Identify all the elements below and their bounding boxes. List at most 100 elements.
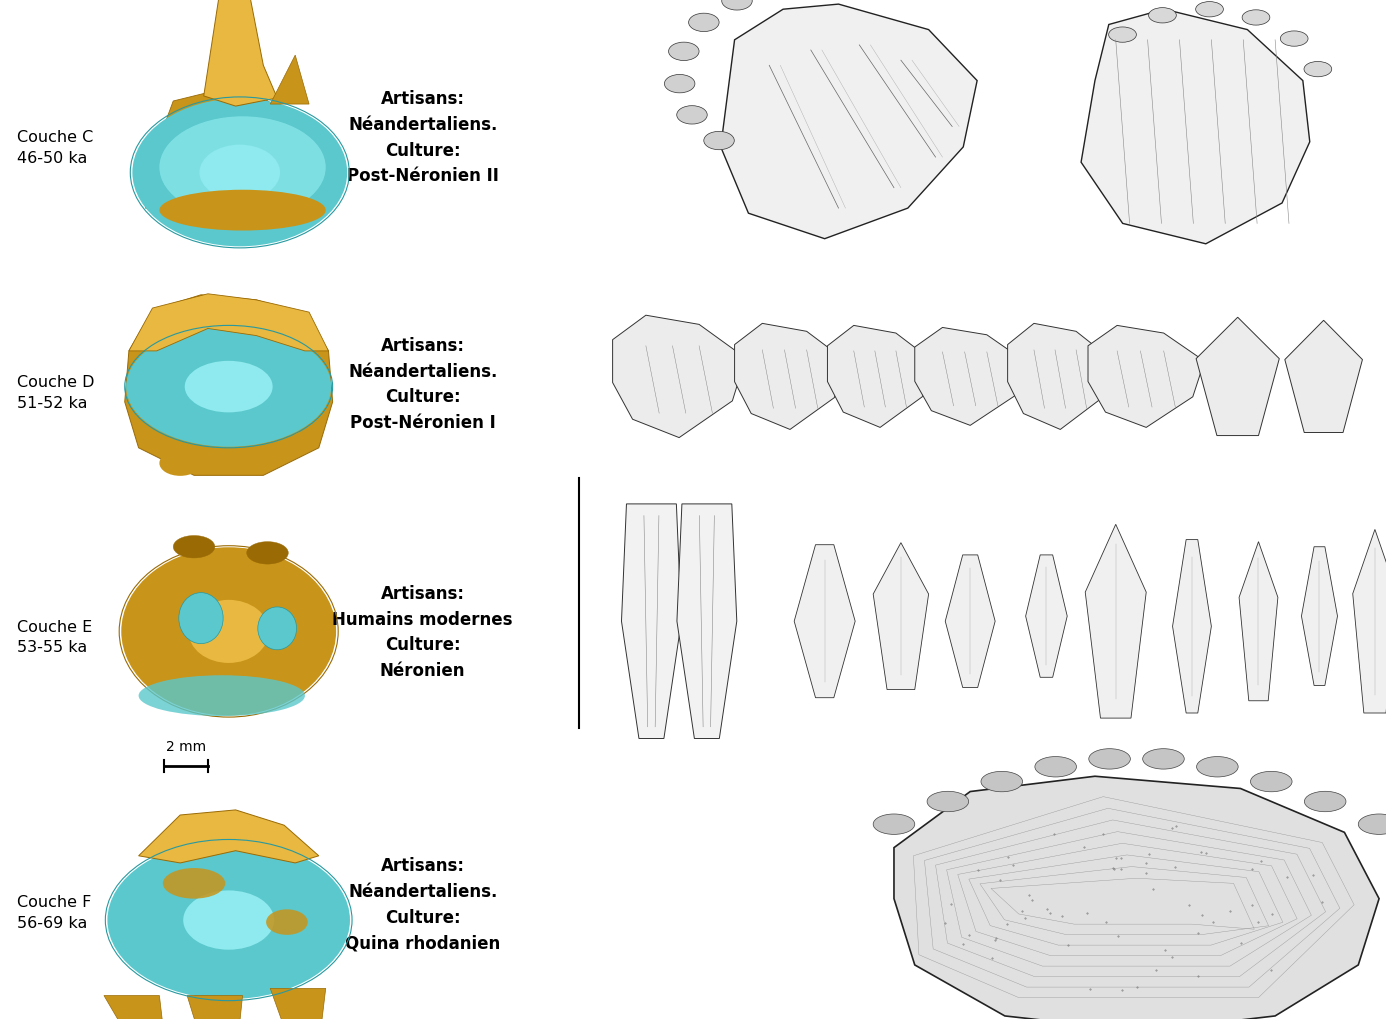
Ellipse shape xyxy=(168,880,290,960)
Ellipse shape xyxy=(1281,32,1308,47)
Ellipse shape xyxy=(1035,757,1077,777)
Polygon shape xyxy=(204,0,277,107)
Ellipse shape xyxy=(202,610,255,653)
Ellipse shape xyxy=(722,0,753,11)
Ellipse shape xyxy=(137,861,320,979)
Ellipse shape xyxy=(108,842,349,999)
Ellipse shape xyxy=(200,146,280,201)
Text: Couche E
53-55 ka: Couche E 53-55 ka xyxy=(17,619,91,655)
Polygon shape xyxy=(104,996,166,1019)
Polygon shape xyxy=(139,810,319,863)
Polygon shape xyxy=(794,545,855,698)
Ellipse shape xyxy=(689,14,719,33)
Text: Artisans:
Néandertaliens.
Culture:
Post-Néronien I: Artisans: Néandertaliens. Culture: Post-… xyxy=(348,336,498,432)
Ellipse shape xyxy=(198,901,259,940)
Polygon shape xyxy=(1353,530,1386,713)
Ellipse shape xyxy=(162,579,295,685)
Ellipse shape xyxy=(1142,749,1184,769)
Ellipse shape xyxy=(134,558,323,705)
Ellipse shape xyxy=(159,451,201,477)
Ellipse shape xyxy=(258,607,297,650)
Polygon shape xyxy=(1026,555,1067,678)
Polygon shape xyxy=(1173,540,1211,713)
Ellipse shape xyxy=(122,851,335,989)
Ellipse shape xyxy=(247,542,288,565)
Ellipse shape xyxy=(240,447,274,470)
Polygon shape xyxy=(945,555,995,688)
Ellipse shape xyxy=(146,109,334,237)
Ellipse shape xyxy=(1196,757,1238,777)
Polygon shape xyxy=(270,988,326,1019)
Ellipse shape xyxy=(1304,792,1346,812)
Polygon shape xyxy=(270,56,309,105)
Ellipse shape xyxy=(152,871,305,969)
Ellipse shape xyxy=(170,353,287,422)
Ellipse shape xyxy=(981,771,1023,792)
Ellipse shape xyxy=(121,548,337,715)
Text: Artisans:
Néandertaliens.
Culture:
Quina rhodanien: Artisans: Néandertaliens. Culture: Quina… xyxy=(345,856,500,952)
Polygon shape xyxy=(894,776,1379,1019)
Ellipse shape xyxy=(668,43,699,61)
Polygon shape xyxy=(1008,324,1113,430)
Polygon shape xyxy=(873,543,929,690)
Ellipse shape xyxy=(200,370,258,405)
Ellipse shape xyxy=(213,155,266,192)
Ellipse shape xyxy=(927,792,969,812)
Ellipse shape xyxy=(226,164,254,182)
Ellipse shape xyxy=(175,590,283,674)
Text: 2 mm: 2 mm xyxy=(166,739,205,753)
Polygon shape xyxy=(129,294,328,352)
Ellipse shape xyxy=(1358,814,1386,835)
Ellipse shape xyxy=(159,191,326,231)
Ellipse shape xyxy=(159,117,326,219)
Polygon shape xyxy=(676,504,737,739)
Ellipse shape xyxy=(676,107,707,125)
Polygon shape xyxy=(1088,326,1204,428)
Ellipse shape xyxy=(1242,11,1270,26)
Polygon shape xyxy=(1239,542,1278,701)
Ellipse shape xyxy=(159,118,320,228)
Ellipse shape xyxy=(873,814,915,835)
Text: Couche C
46-50 ka: Couche C 46-50 ka xyxy=(17,129,93,166)
Ellipse shape xyxy=(1250,771,1292,792)
Ellipse shape xyxy=(213,910,244,930)
Ellipse shape xyxy=(139,676,305,716)
Polygon shape xyxy=(827,326,933,428)
Ellipse shape xyxy=(126,327,331,447)
Polygon shape xyxy=(721,5,977,239)
Polygon shape xyxy=(187,996,243,1019)
Text: Couche D
51-52 ka: Couche D 51-52 ka xyxy=(17,374,94,411)
Polygon shape xyxy=(125,296,333,476)
Ellipse shape xyxy=(704,132,735,151)
Text: Artisans:
Néandertaliens.
Culture:
Post-Néronien II: Artisans: Néandertaliens. Culture: Post-… xyxy=(346,90,499,185)
Ellipse shape xyxy=(148,569,309,695)
Ellipse shape xyxy=(188,600,269,663)
Ellipse shape xyxy=(1109,28,1137,43)
Text: Couche F
56-69 ka: Couche F 56-69 ka xyxy=(17,894,91,930)
Ellipse shape xyxy=(215,622,243,642)
Polygon shape xyxy=(1301,547,1337,686)
Ellipse shape xyxy=(183,891,274,950)
Polygon shape xyxy=(735,324,845,430)
Ellipse shape xyxy=(186,137,294,210)
Polygon shape xyxy=(1196,318,1279,436)
Ellipse shape xyxy=(664,75,694,94)
Polygon shape xyxy=(1085,525,1146,718)
Ellipse shape xyxy=(1196,3,1224,18)
Ellipse shape xyxy=(155,344,302,430)
Ellipse shape xyxy=(141,335,316,439)
Polygon shape xyxy=(915,328,1026,426)
Ellipse shape xyxy=(173,536,215,558)
Ellipse shape xyxy=(164,868,225,899)
Ellipse shape xyxy=(291,432,319,450)
Ellipse shape xyxy=(1149,8,1177,23)
Polygon shape xyxy=(146,92,319,227)
Text: Artisans:
Humains modernes
Culture:
Néronien: Artisans: Humains modernes Culture: Néro… xyxy=(333,584,513,680)
Polygon shape xyxy=(613,316,746,438)
Ellipse shape xyxy=(184,362,273,413)
Ellipse shape xyxy=(1089,749,1131,769)
Polygon shape xyxy=(1285,321,1362,433)
Ellipse shape xyxy=(179,593,223,644)
Ellipse shape xyxy=(173,127,306,219)
Ellipse shape xyxy=(213,379,244,395)
